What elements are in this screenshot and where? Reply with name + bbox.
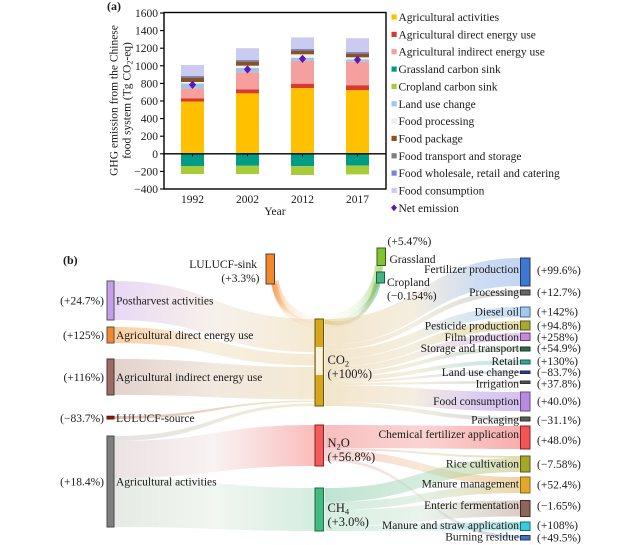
svg-text:Cropland: Cropland bbox=[387, 277, 430, 289]
svg-text:(+24.7%): (+24.7%) bbox=[60, 296, 104, 308]
svg-text:(−7.58%): (−7.58%) bbox=[537, 459, 581, 471]
svg-text:2012: 2012 bbox=[291, 194, 314, 206]
svg-text:Enteric fermentation: Enteric fermentation bbox=[424, 500, 519, 512]
svg-text:Agricultural activities: Agricultural activities bbox=[399, 12, 500, 24]
svg-text:GHG emission from the Chinese: GHG emission from the Chinese bbox=[109, 25, 121, 176]
svg-text:2017: 2017 bbox=[346, 194, 369, 206]
svg-text:1200: 1200 bbox=[135, 43, 158, 55]
svg-text:N2O: N2O bbox=[328, 436, 350, 452]
svg-text:CO2: CO2 bbox=[328, 353, 350, 369]
svg-text:(−0.154%): (−0.154%) bbox=[387, 291, 437, 303]
svg-text:(+12.7%): (+12.7%) bbox=[537, 287, 581, 299]
svg-text:(−31.1%): (−31.1%) bbox=[537, 415, 581, 427]
svg-text:1992: 1992 bbox=[181, 194, 204, 206]
svg-text:(+108%): (+108%) bbox=[537, 520, 578, 532]
svg-text:(+116%): (+116%) bbox=[63, 372, 104, 384]
svg-text:(−83.7%): (−83.7%) bbox=[537, 367, 581, 379]
svg-text:Film production: Film production bbox=[445, 332, 520, 344]
svg-text:(+142%): (+142%) bbox=[537, 307, 578, 319]
svg-text:(+3.3%): (+3.3%) bbox=[221, 273, 259, 285]
svg-text:LULUCF-sink: LULUCF-sink bbox=[189, 259, 257, 271]
svg-text:Chemical fertilizer applicatio: Chemical fertilizer application bbox=[379, 429, 520, 441]
svg-text:(+258%): (+258%) bbox=[537, 332, 578, 344]
svg-text:CH4: CH4 bbox=[328, 501, 350, 517]
svg-text:(+130%): (+130%) bbox=[537, 356, 578, 368]
svg-text:Food package: Food package bbox=[399, 133, 463, 145]
svg-text:Rice cultivation: Rice cultivation bbox=[446, 459, 519, 471]
svg-text:0: 0 bbox=[152, 149, 158, 161]
svg-text:1600: 1600 bbox=[135, 8, 158, 20]
svg-text:Food processing: Food processing bbox=[399, 116, 475, 128]
svg-text:Grassland carbon sink: Grassland carbon sink bbox=[399, 64, 501, 76]
svg-text:800: 800 bbox=[141, 78, 159, 90]
svg-text:(+56.8%): (+56.8%) bbox=[328, 450, 376, 464]
svg-text:200: 200 bbox=[141, 131, 159, 143]
svg-text:Irrigation: Irrigation bbox=[476, 379, 520, 391]
svg-text:Agricultural indirect energy u: Agricultural indirect energy use bbox=[399, 47, 545, 59]
svg-text:Pesticide production: Pesticide production bbox=[425, 321, 519, 333]
svg-text:(+100%): (+100%) bbox=[328, 367, 373, 381]
svg-text:Net emission: Net emission bbox=[399, 203, 460, 215]
svg-text:Packaging: Packaging bbox=[471, 415, 519, 427]
svg-text:Diesel oil: Diesel oil bbox=[475, 307, 519, 319]
svg-text:Food consumption: Food consumption bbox=[399, 186, 485, 198]
svg-text:(+48.0%): (+48.0%) bbox=[537, 435, 581, 447]
svg-text:Food consumption: Food consumption bbox=[433, 396, 519, 408]
svg-text:Processing: Processing bbox=[469, 287, 519, 299]
svg-text:Cropland carbon sink: Cropland carbon sink bbox=[399, 81, 498, 93]
svg-text:2002: 2002 bbox=[236, 194, 259, 206]
svg-text:1000: 1000 bbox=[135, 61, 158, 73]
svg-text:Year: Year bbox=[264, 206, 285, 218]
svg-text:Retail: Retail bbox=[492, 356, 519, 368]
svg-text:Agricultural activities: Agricultural activities bbox=[116, 477, 217, 489]
svg-text:Manure and straw application: Manure and straw application bbox=[382, 520, 519, 532]
svg-text:(b): (b) bbox=[63, 253, 78, 267]
svg-text:Manure management: Manure management bbox=[422, 479, 520, 491]
svg-text:(+3.0%): (+3.0%) bbox=[328, 515, 369, 529]
svg-text:(+52.4%): (+52.4%) bbox=[537, 480, 581, 492]
svg-text:Land use change: Land use change bbox=[442, 367, 519, 379]
svg-text:(−1.65%): (−1.65%) bbox=[537, 501, 581, 513]
svg-text:(+125%): (+125%) bbox=[63, 330, 104, 342]
svg-text:Agricultural direct energy use: Agricultural direct energy use bbox=[116, 330, 253, 342]
svg-text:1400: 1400 bbox=[135, 26, 158, 38]
svg-text:Agricultural direct energy use: Agricultural direct energy use bbox=[399, 29, 536, 41]
svg-text:food system (Tg CO2-eq): food system (Tg CO2-eq) bbox=[122, 42, 135, 159]
svg-text:400: 400 bbox=[141, 114, 159, 126]
svg-text:LULUCF-source: LULUCF-source bbox=[116, 413, 195, 425]
svg-text:(a): (a) bbox=[107, 0, 121, 13]
svg-text:(+99.6%): (+99.6%) bbox=[537, 265, 581, 277]
svg-text:Grassland: Grassland bbox=[390, 254, 436, 266]
svg-text:Storage and transport: Storage and transport bbox=[421, 343, 520, 355]
svg-text:Burning residue: Burning residue bbox=[445, 532, 519, 544]
svg-text:600: 600 bbox=[141, 96, 159, 108]
svg-text:Land use change: Land use change bbox=[399, 99, 476, 111]
svg-text:(+5.47%): (+5.47%) bbox=[388, 236, 432, 248]
svg-text:Fertilizer production: Fertilizer production bbox=[424, 264, 519, 276]
svg-text:(+94.8%): (+94.8%) bbox=[537, 321, 581, 333]
svg-text:Agricultural indirect energy u: Agricultural indirect energy use bbox=[116, 372, 262, 384]
svg-text:(+37.8%): (+37.8%) bbox=[537, 379, 581, 391]
svg-text:−200: −200 bbox=[134, 166, 158, 178]
svg-text:Postharvest activities: Postharvest activities bbox=[116, 296, 214, 308]
svg-text:Food transport and storage: Food transport and storage bbox=[399, 151, 522, 163]
svg-text:−400: −400 bbox=[134, 184, 158, 196]
svg-text:(+18.4%): (+18.4%) bbox=[60, 477, 104, 489]
svg-text:(+54.9%): (+54.9%) bbox=[537, 343, 581, 355]
svg-text:Food wholesale, retail and cat: Food wholesale, retail and catering bbox=[399, 168, 561, 180]
svg-text:(−83.7%): (−83.7%) bbox=[60, 413, 104, 425]
svg-text:(+49.5%): (+49.5%) bbox=[537, 533, 581, 545]
svg-text:(+40.0%): (+40.0%) bbox=[537, 396, 581, 408]
